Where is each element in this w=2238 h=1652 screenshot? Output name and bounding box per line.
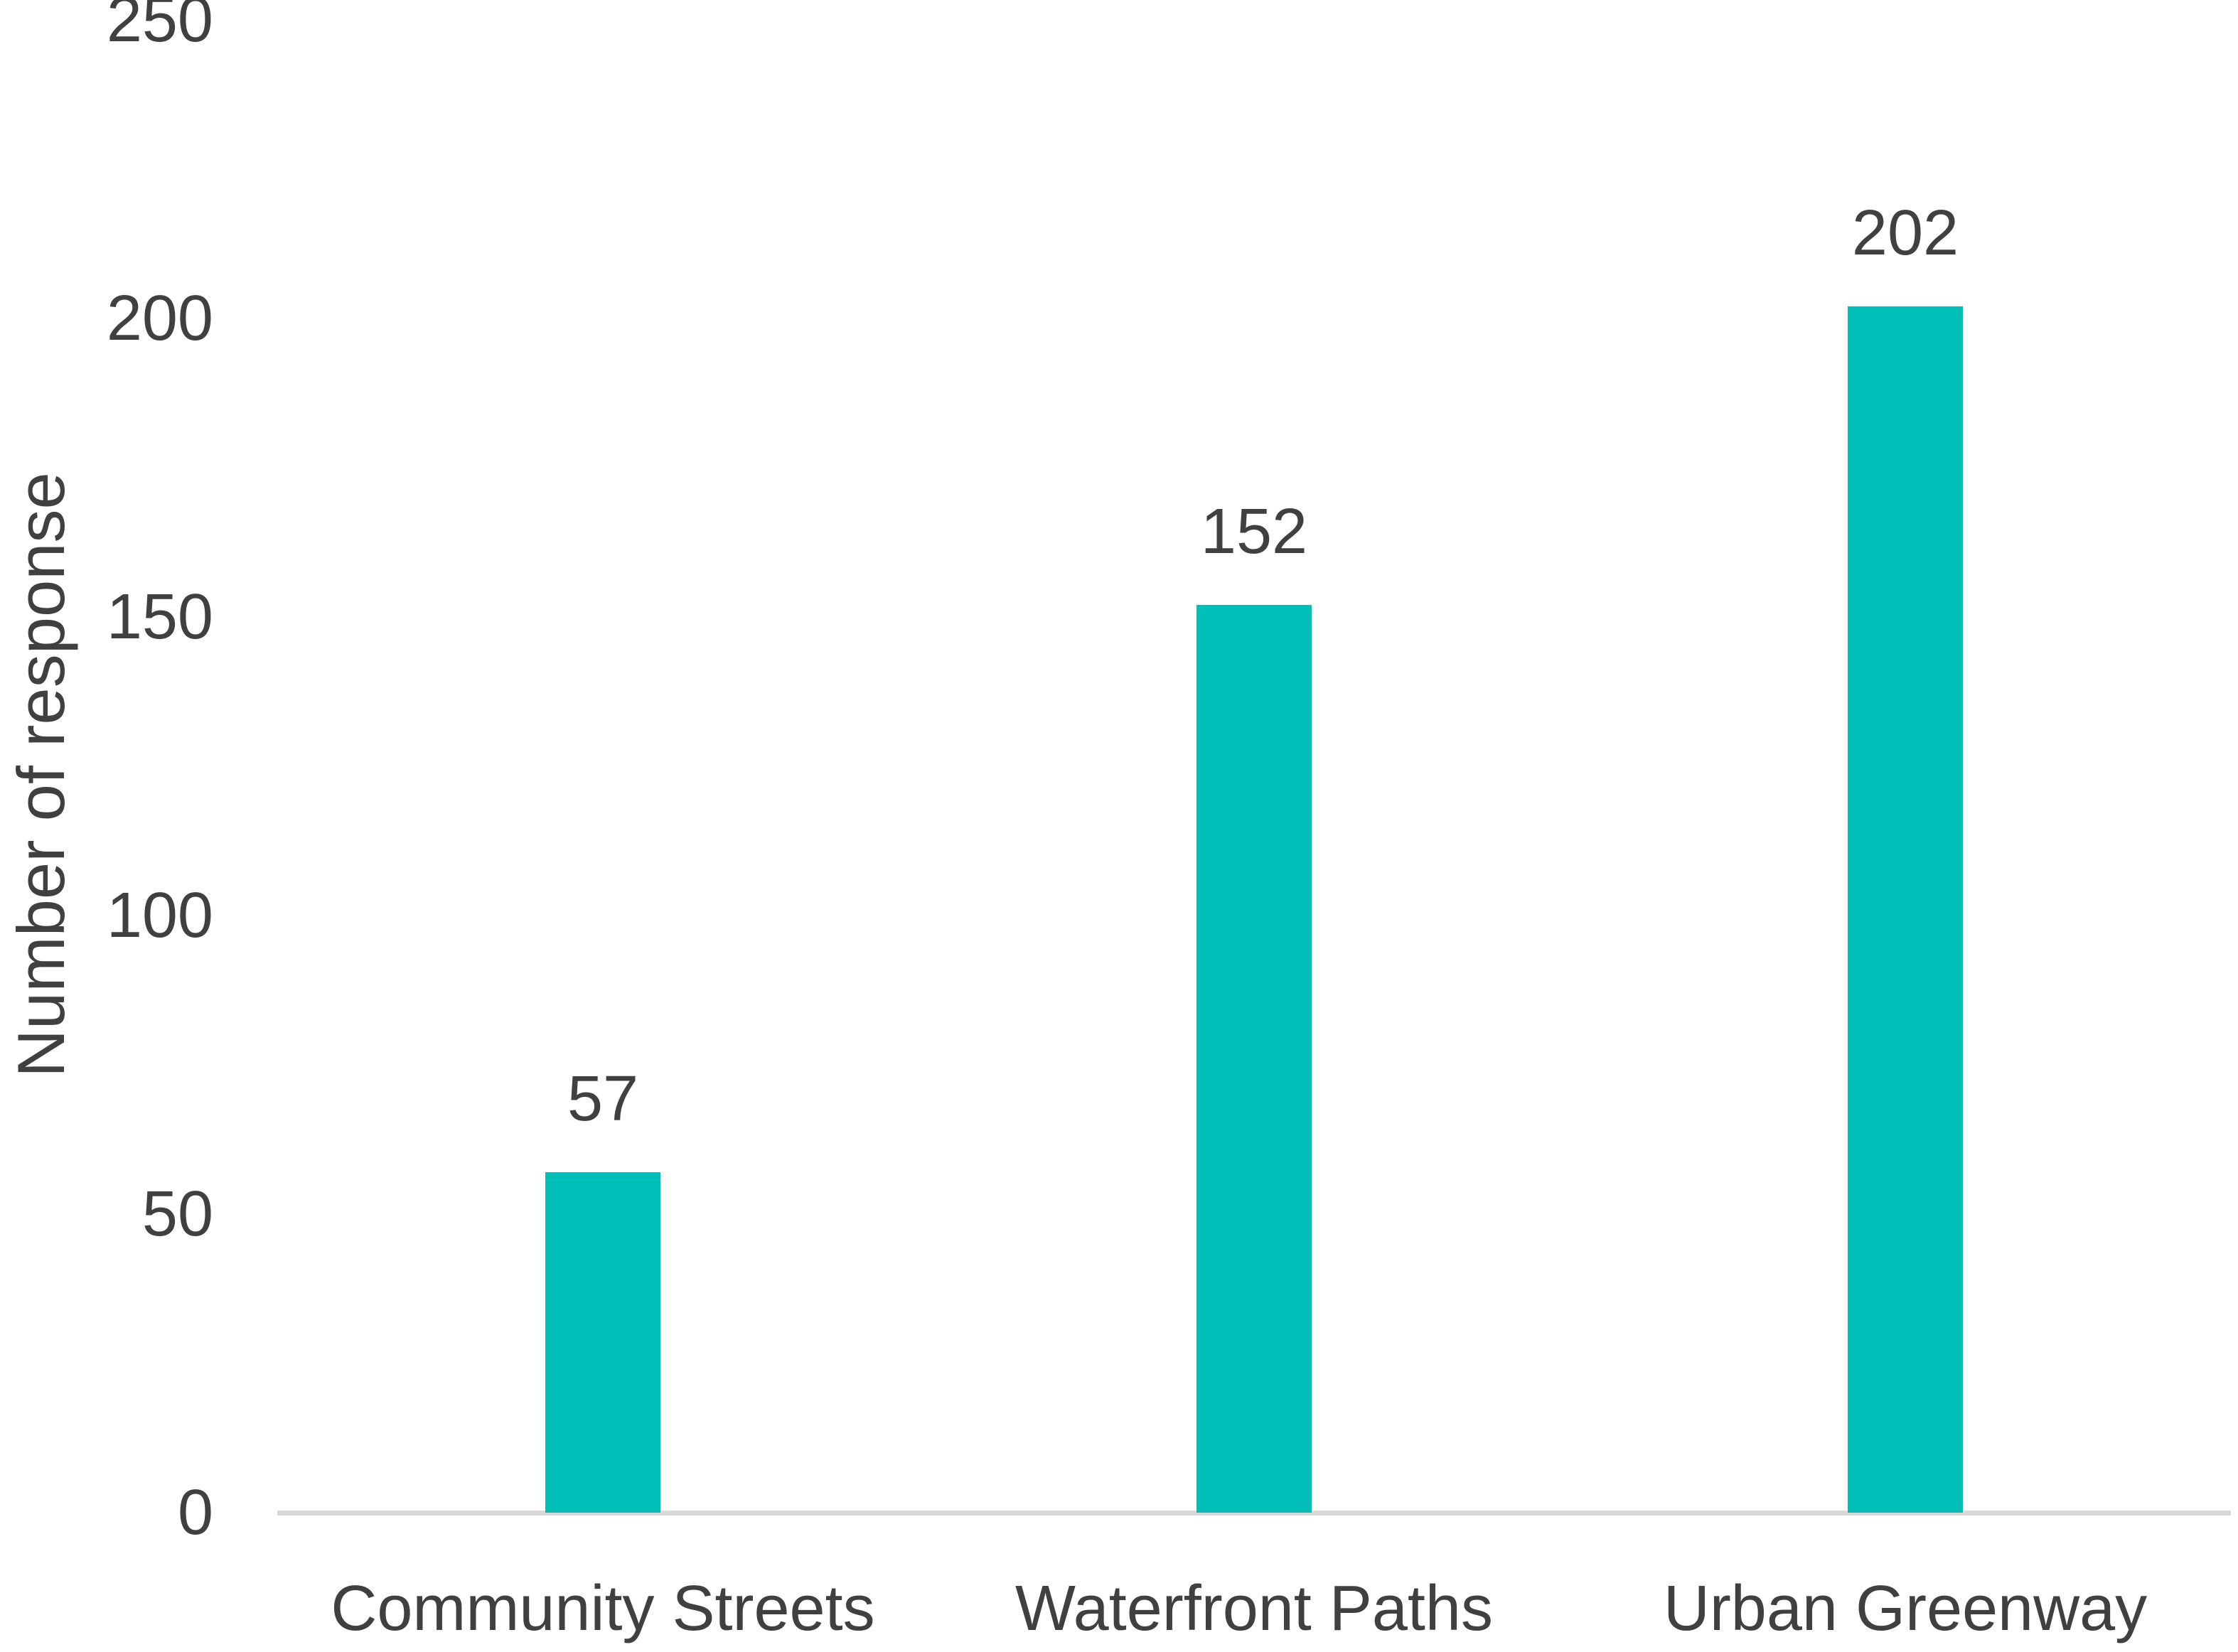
bar-urban-greenway (1848, 306, 1963, 1513)
category-label-urban-greenway: Urban Greenway (1663, 1573, 2148, 1644)
y-tick-label-150: 150 (106, 581, 213, 653)
bar-value-label-urban-greenway: 202 (1851, 198, 1959, 269)
y-axis-title: Number of response (4, 472, 78, 1078)
y-tick-label-50: 50 (141, 1179, 213, 1250)
category-label-waterfront-paths: Waterfront Paths (1015, 1573, 1493, 1644)
y-tick-label-200: 200 (106, 283, 213, 354)
bar-value-label-waterfront-paths: 152 (1200, 496, 1308, 568)
y-tick-label-0: 0 (177, 1477, 213, 1548)
x-axis-line (277, 1511, 2231, 1516)
bar-waterfront-paths (1196, 605, 1312, 1513)
bar-value-label-community-streets: 57 (567, 1063, 639, 1135)
y-tick-label-250: 250 (106, 0, 213, 55)
y-tick-label-100: 100 (106, 880, 213, 951)
bar-community-streets (545, 1172, 660, 1513)
category-label-community-streets: Community Streets (331, 1573, 875, 1644)
